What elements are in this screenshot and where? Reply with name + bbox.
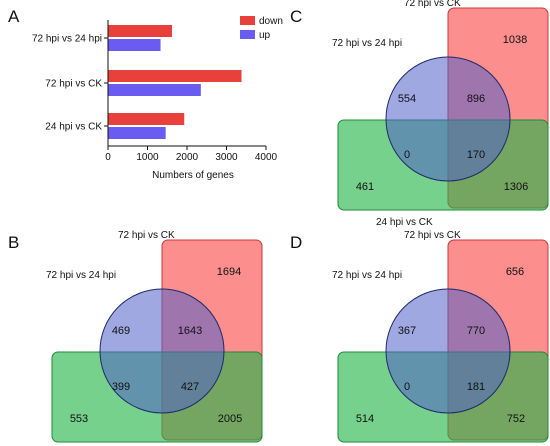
region-count-bottom-only: 461 — [356, 181, 374, 193]
region-count-circle-and-bottom: 399 — [112, 381, 130, 393]
panel-label-c: C — [290, 7, 302, 26]
region-count-top-only: 1694 — [217, 266, 241, 278]
x-tick-label: 1000 — [136, 152, 159, 163]
region-count-circle-and-top: 1643 — [178, 325, 202, 337]
set-label-top: 72 hpi vs CK — [118, 230, 175, 241]
region-count-circle-and-top: 770 — [467, 325, 485, 337]
region-count-bottom-only: 553 — [70, 413, 88, 425]
legend-swatch-up — [240, 30, 255, 39]
set-left-circle — [99, 288, 225, 414]
legend-label-up: up — [259, 30, 271, 41]
category-label: 72 hpi vs 24 hpi — [32, 34, 102, 45]
bar-up-3 — [108, 127, 166, 139]
category-label: 72 hpi vs CK — [45, 79, 102, 90]
bar-up-2 — [108, 84, 201, 96]
region-count-all-three: 427 — [181, 381, 199, 393]
venn-panel-c: 72 hpi vs CK 72 hpi vs 24 hpi 24 hpi vs CK… — [332, 0, 549, 228]
set-label-left: 72 hpi vs 24 hpi — [332, 270, 402, 281]
region-count-circle-only: 367 — [398, 325, 416, 337]
region-count-circle-and-bottom: 0 — [404, 381, 410, 393]
bar-down-2 — [108, 70, 242, 82]
panel-label-d: D — [290, 233, 302, 252]
x-tick-label: 0 — [105, 152, 111, 163]
category-label: 24 hpi vs CK — [45, 122, 102, 133]
set-label-top: 72 hpi vs CK — [404, 0, 461, 9]
set-left-circle — [385, 288, 511, 414]
set-label-left: 72 hpi vs 24 hpi — [332, 38, 402, 49]
region-count-top-and-bottom: 1306 — [504, 181, 528, 193]
set-label-left: 72 hpi vs 24 hpi — [46, 270, 116, 281]
bar-chart-panel-a: 72 hpi vs 24 hpi 72 hpi vs CK 24 hpi vs CK… — [32, 16, 283, 181]
x-tick-label: 2000 — [176, 152, 199, 163]
bar-up-1 — [108, 39, 161, 51]
region-count-top-only: 1038 — [503, 34, 527, 46]
region-count-circle-and-top: 896 — [467, 93, 485, 105]
bar-down-3 — [108, 113, 185, 125]
panel-label-a: A — [8, 7, 20, 26]
region-count-circle-and-bottom: 0 — [404, 149, 410, 161]
x-axis-title: Numbers of genes — [152, 170, 234, 181]
set-label-top: 72 hpi vs CK — [404, 230, 461, 241]
region-count-top-and-bottom: 2005 — [218, 413, 242, 425]
region-count-all-three: 170 — [467, 149, 485, 161]
region-count-circle-only: 469 — [112, 325, 130, 337]
legend-swatch-down — [240, 16, 255, 25]
x-tick-label: 4000 — [255, 152, 278, 163]
x-tick-label: 3000 — [215, 152, 238, 163]
set-label-bottom: 24 hpi vs CK — [376, 217, 433, 228]
legend-label-down: down — [259, 16, 283, 27]
region-count-top-only: 656 — [506, 266, 524, 278]
region-count-bottom-only: 514 — [356, 413, 374, 425]
region-count-all-three: 181 — [467, 381, 485, 393]
bar-down-1 — [108, 25, 172, 37]
region-count-circle-only: 554 — [398, 93, 416, 105]
panel-label-b: B — [8, 233, 19, 252]
set-left-circle — [385, 56, 511, 182]
region-count-top-and-bottom: 752 — [507, 413, 525, 425]
